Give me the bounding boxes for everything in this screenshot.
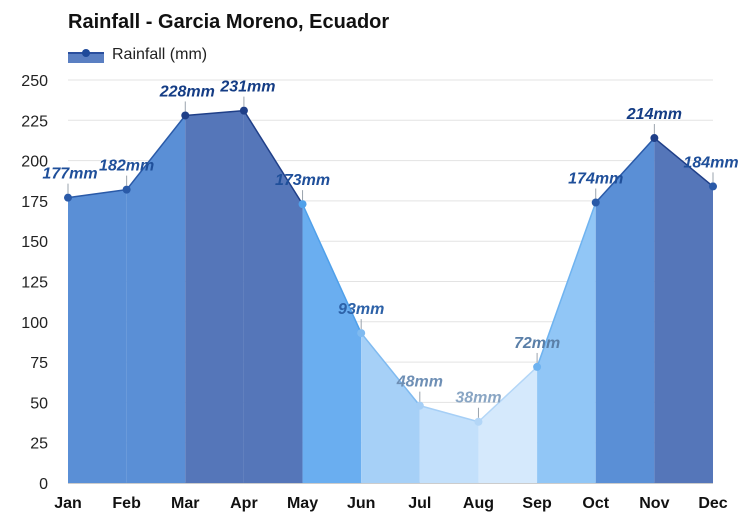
- point-aug: [474, 417, 483, 426]
- legend-swatch-icon: [68, 45, 104, 65]
- data-label-sep: 72mm: [514, 335, 560, 352]
- y-tick-25: 25: [30, 436, 48, 453]
- band-aug: [478, 366, 538, 483]
- x-tick-nov: Nov: [639, 495, 669, 512]
- data-label-nov: 214mm: [626, 106, 682, 123]
- x-axis: Jan Feb Mar Apr May Jun Jul Aug Sep Oct Nov Dec: [54, 495, 728, 512]
- data-label-feb: 182mm: [99, 158, 154, 175]
- x-tick-may: May: [287, 495, 318, 512]
- line-segment-jul: [419, 404, 479, 423]
- line-segment-oct: [595, 137, 655, 204]
- x-tick-sep: Sep: [522, 495, 552, 512]
- band-oct: [595, 138, 655, 484]
- data-label-mar: 228mm: [159, 83, 215, 100]
- band-apr: [243, 110, 303, 484]
- band-nov: [654, 138, 713, 484]
- y-axis: 0 25 50 75 100 125 150 175 200 225 250: [21, 73, 48, 493]
- band-mar: [185, 110, 244, 484]
- x-tick-jul: Jul: [408, 495, 431, 512]
- line-segment-mar: [185, 109, 244, 117]
- data-label-oct: 174mm: [568, 171, 623, 188]
- y-tick-225: 225: [21, 113, 48, 130]
- y-tick-100: 100: [21, 315, 48, 332]
- point-apr: [239, 106, 248, 115]
- line-segment-jun: [360, 332, 421, 407]
- y-tick-50: 50: [30, 395, 48, 412]
- line-segment-feb: [126, 114, 186, 191]
- line-segment-may: [301, 203, 362, 334]
- line-segment-apr: [243, 110, 304, 205]
- point-jan: [64, 193, 72, 202]
- data-label-jan: 177mm: [42, 166, 97, 183]
- point-dec: [709, 182, 717, 191]
- y-tick-150: 150: [21, 234, 48, 251]
- band-may: [302, 204, 362, 483]
- legend: Rainfall (mm): [68, 44, 207, 66]
- y-tick-250: 250: [21, 73, 48, 90]
- band-sep: [537, 202, 596, 483]
- point-jun: [357, 329, 366, 338]
- data-label-jul: 48mm: [396, 374, 443, 391]
- line-segment-sep: [536, 202, 597, 368]
- x-tick-mar: Mar: [171, 495, 199, 512]
- y-tick-75: 75: [30, 355, 48, 372]
- data-label-dec: 184mm: [683, 154, 738, 171]
- data-labels: 177mm 182mm 228mm 231mm 173mm 93mm 48mm 38mm 72m…: [42, 79, 738, 407]
- point-nov: [650, 134, 659, 143]
- point-oct: [591, 198, 600, 207]
- y-tick-0: 0: [39, 476, 48, 493]
- y-tick-125: 125: [21, 275, 48, 292]
- x-tick-jun: Jun: [347, 495, 375, 512]
- band-jul: [419, 405, 479, 483]
- line-segment-jan: [67, 188, 127, 199]
- data-points: [64, 106, 717, 426]
- x-tick-apr: Apr: [230, 495, 258, 512]
- band-jan: [68, 189, 127, 483]
- x-tick-feb: Feb: [112, 495, 141, 512]
- data-label-may: 173mm: [275, 172, 330, 189]
- data-label-aug: 38mm: [455, 390, 501, 407]
- point-feb: [122, 185, 131, 194]
- x-tick-oct: Oct: [582, 495, 609, 512]
- point-sep: [533, 362, 542, 371]
- data-label-jun: 93mm: [338, 301, 384, 318]
- x-tick-aug: Aug: [463, 495, 494, 512]
- y-tick-200: 200: [21, 154, 48, 171]
- series-line: [67, 109, 714, 423]
- point-jul: [415, 401, 424, 410]
- band-jun: [361, 333, 420, 483]
- label-leaders: [67, 96, 714, 418]
- line-segment-aug: [477, 366, 538, 423]
- legend-label: Rainfall (mm): [112, 46, 208, 63]
- line-segment-nov: [653, 137, 714, 187]
- y-tick-175: 175: [21, 194, 48, 211]
- month-bands: [68, 110, 713, 484]
- point-may: [298, 200, 307, 209]
- point-mar: [181, 111, 190, 120]
- x-tick-jan: Jan: [54, 495, 82, 512]
- band-feb: [126, 115, 186, 484]
- data-label-apr: 231mm: [219, 79, 275, 96]
- chart-title: Rainfall - Garcia Moreno, Ecuador: [68, 11, 390, 33]
- x-tick-dec: Dec: [698, 495, 727, 512]
